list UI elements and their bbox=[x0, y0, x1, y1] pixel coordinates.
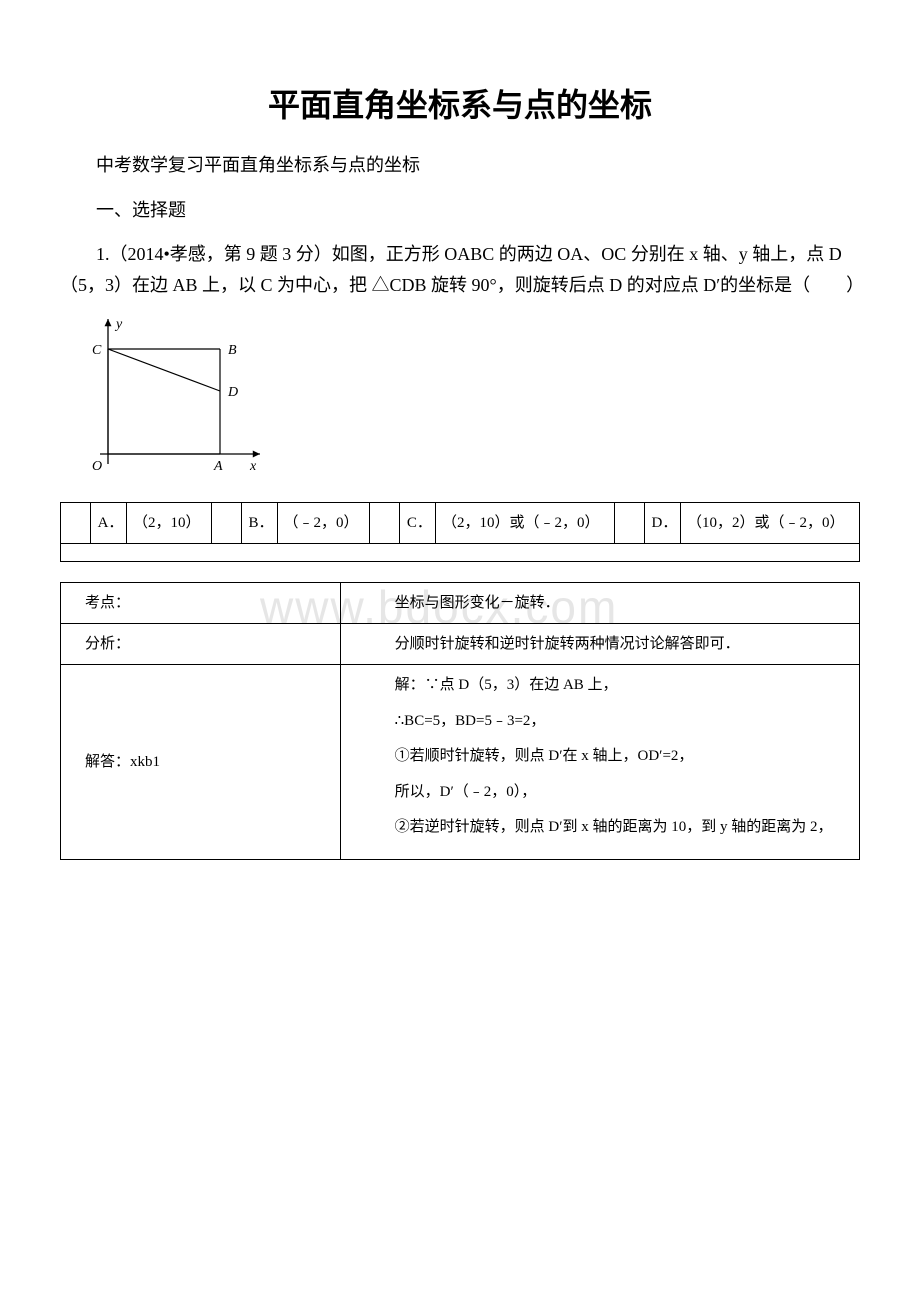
svg-text:B: B bbox=[228, 343, 237, 358]
svg-text:y: y bbox=[114, 317, 123, 332]
page-title: 平面直角坐标系与点的坐标 bbox=[60, 80, 860, 126]
svg-text:D: D bbox=[227, 385, 238, 400]
section-heading: 一、选择题 bbox=[60, 195, 860, 226]
option-text: （﹣2，0） bbox=[277, 503, 369, 544]
option-letter: A． bbox=[91, 503, 127, 544]
option-text: （2，10）或（﹣2，0） bbox=[435, 503, 614, 544]
svg-text:O: O bbox=[92, 459, 102, 474]
intro-text: 中考数学复习平面直角坐标系与点的坐标 bbox=[60, 150, 860, 181]
option-spacer bbox=[614, 503, 644, 544]
option-spacer bbox=[61, 503, 91, 544]
solution-label: 分析： bbox=[61, 624, 341, 665]
option-text: （2，10） bbox=[127, 503, 212, 544]
option-spacer bbox=[211, 503, 241, 544]
solution-value: 解：∵点 D（5，3）在边 AB 上，∴BC=5，BD=5﹣3=2，①若顺时针旋… bbox=[340, 665, 859, 860]
options-table: A．（2，10） B．（﹣2，0） C．（2，10）或（﹣2，0） D．（10，… bbox=[60, 502, 860, 562]
question-figure: O A B C Dx y bbox=[80, 314, 860, 484]
svg-text:C: C bbox=[92, 343, 102, 358]
solution-label: 考点： bbox=[61, 583, 341, 624]
solution-table: 考点：坐标与图形变化－旋转．分析：分顺时针旋转和逆时针旋转两种情况讨论解答即可．… bbox=[60, 582, 860, 860]
option-text: （10，2）或（﹣2，0） bbox=[680, 503, 859, 544]
question-text: 1.（2014•孝感，第 9 题 3 分）如图，正方形 OABC 的两边 OA、… bbox=[60, 239, 860, 300]
svg-text:A: A bbox=[213, 459, 223, 474]
solution-value: 坐标与图形变化－旋转． bbox=[340, 583, 859, 624]
option-letter: C． bbox=[399, 503, 435, 544]
solution-label: 解答：xkb1 bbox=[61, 665, 341, 860]
svg-text:x: x bbox=[249, 459, 257, 474]
option-letter: B． bbox=[241, 503, 277, 544]
solution-value: 分顺时针旋转和逆时针旋转两种情况讨论解答即可． bbox=[340, 624, 859, 665]
option-spacer bbox=[369, 503, 399, 544]
option-letter: D． bbox=[644, 503, 680, 544]
